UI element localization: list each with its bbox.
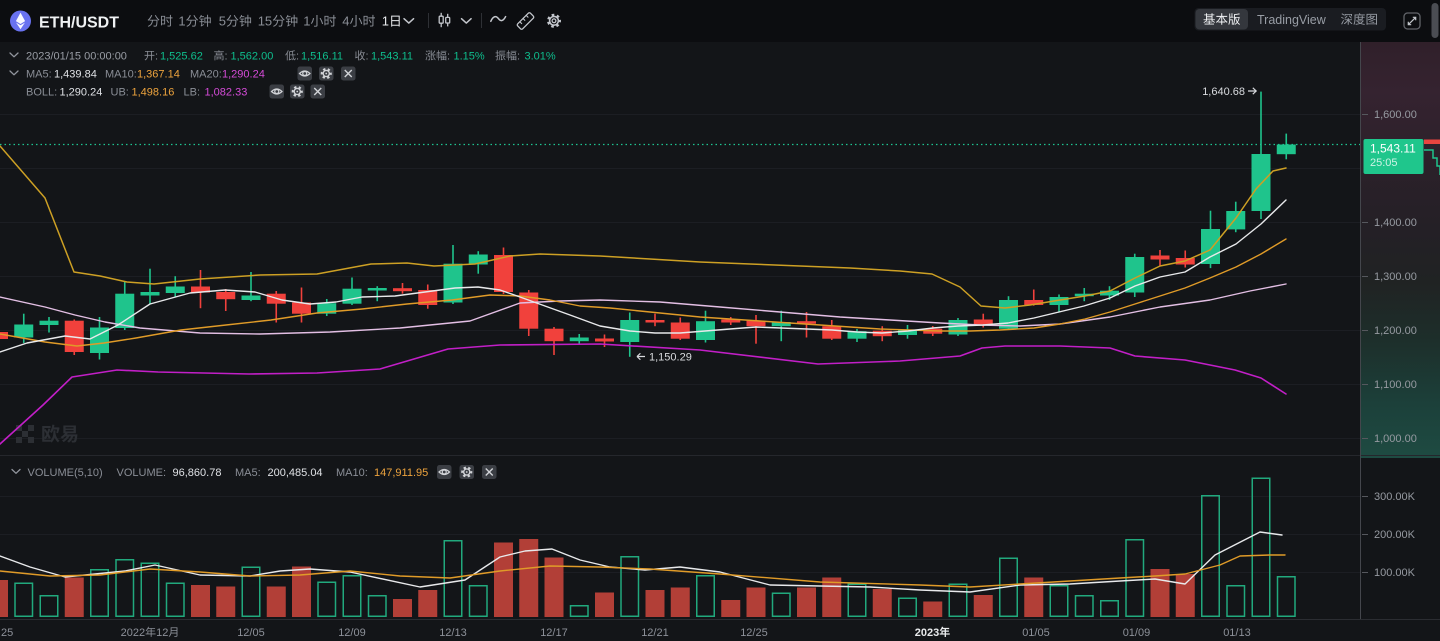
svg-text:01/05: 01/05: [1022, 627, 1050, 639]
svg-text:300.00K: 300.00K: [1374, 491, 1416, 503]
svg-text:MA10:: MA10:: [105, 69, 137, 81]
svg-text:1,100.00: 1,100.00: [1374, 379, 1417, 391]
svg-text:ETH/USDT: ETH/USDT: [39, 14, 119, 31]
svg-text:1: 1: [382, 14, 389, 29]
svg-text:12/13: 12/13: [439, 627, 467, 639]
svg-text:12/17: 12/17: [540, 627, 568, 639]
svg-text:96,860.78: 96,860.78: [173, 467, 222, 479]
svg-text:1.15%: 1.15%: [454, 51, 485, 63]
svg-text:VOLUME(5,10): VOLUME(5,10): [28, 467, 103, 479]
svg-text:MA20:: MA20:: [190, 69, 222, 81]
svg-text:1,367.14: 1,367.14: [137, 69, 180, 81]
svg-text:TradingView: TradingView: [1257, 13, 1327, 27]
svg-text:1,516.11: 1,516.11: [301, 51, 343, 63]
svg-text:MA5:: MA5:: [26, 69, 52, 81]
svg-text:1,290.24: 1,290.24: [60, 87, 103, 99]
svg-text:VOLUME:: VOLUME:: [117, 467, 167, 479]
svg-text::: :: [155, 51, 158, 63]
svg-text:12/21: 12/21: [641, 627, 669, 639]
svg-text:25:05: 25:05: [1370, 157, 1398, 169]
svg-text:1,525.62: 1,525.62: [160, 51, 203, 63]
svg-text:LB:: LB:: [184, 87, 201, 99]
svg-text:12/25: 12/25: [740, 627, 768, 639]
svg-text::: :: [366, 51, 369, 63]
svg-text:UB:: UB:: [111, 87, 129, 99]
svg-text:1,640.68: 1,640.68: [1202, 86, 1245, 98]
svg-text:1,200.00: 1,200.00: [1374, 325, 1417, 337]
svg-text:1,439.84: 1,439.84: [54, 69, 97, 81]
svg-text:12/05: 12/05: [237, 627, 265, 639]
svg-text:12: 12: [156, 627, 168, 639]
svg-text:147,911.95: 147,911.95: [374, 467, 428, 479]
svg-text:3.01%: 3.01%: [525, 51, 556, 63]
svg-text:1,400.00: 1,400.00: [1374, 217, 1417, 229]
svg-text:1,543.11: 1,543.11: [371, 51, 413, 63]
svg-text:MA5:: MA5:: [235, 467, 261, 479]
svg-text:1,300.00: 1,300.00: [1374, 271, 1417, 283]
svg-text:12/09: 12/09: [338, 627, 366, 639]
svg-text:200,485.04: 200,485.04: [268, 467, 323, 479]
svg-text:2022: 2022: [121, 627, 145, 639]
svg-text:200.00K: 200.00K: [1374, 529, 1416, 541]
svg-text:15: 15: [258, 14, 272, 29]
svg-text:01/09: 01/09: [1123, 627, 1151, 639]
svg-text::: :: [296, 51, 299, 63]
svg-text::: :: [447, 51, 450, 63]
svg-text:1,082.33: 1,082.33: [205, 87, 248, 99]
svg-text:1,562.00: 1,562.00: [231, 51, 274, 63]
svg-text:1: 1: [303, 14, 310, 29]
svg-text:25: 25: [1, 627, 13, 639]
svg-text:100.00K: 100.00K: [1374, 567, 1416, 579]
svg-text:1,543.11: 1,543.11: [1370, 141, 1416, 155]
svg-text:5: 5: [219, 14, 226, 29]
svg-text::: :: [517, 51, 520, 63]
svg-text:1,600.00: 1,600.00: [1374, 109, 1417, 121]
svg-text:MA10:: MA10:: [336, 467, 368, 479]
svg-text:1,498.16: 1,498.16: [132, 87, 175, 99]
svg-text:4: 4: [342, 14, 349, 29]
svg-text:01/13: 01/13: [1223, 627, 1251, 639]
svg-text:2023/01/15 00:00:00: 2023/01/15 00:00:00: [26, 51, 127, 63]
svg-text:BOLL:: BOLL:: [26, 87, 57, 99]
svg-text:1,290.24: 1,290.24: [222, 69, 265, 81]
svg-text:1,000.00: 1,000.00: [1374, 433, 1417, 445]
svg-text:1,150.29: 1,150.29: [649, 352, 692, 364]
svg-text:1: 1: [178, 14, 185, 29]
svg-text::: :: [225, 51, 228, 63]
svg-text:2023: 2023: [915, 627, 939, 639]
